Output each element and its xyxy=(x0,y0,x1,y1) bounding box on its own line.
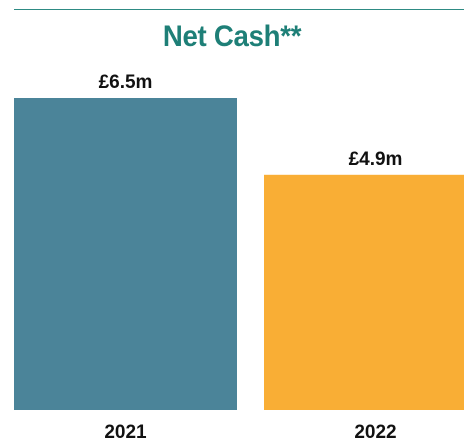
chart-title: Net Cash** xyxy=(162,20,302,53)
value-label-2021: £6.5m xyxy=(99,72,153,93)
value-label-2022: £4.9m xyxy=(349,149,403,170)
top-divider-line xyxy=(14,9,464,10)
bar-2022 xyxy=(264,174,464,410)
category-label-2022: 2022 xyxy=(354,422,396,441)
bar-2021 xyxy=(14,98,237,410)
category-label-2021: 2021 xyxy=(104,422,147,441)
